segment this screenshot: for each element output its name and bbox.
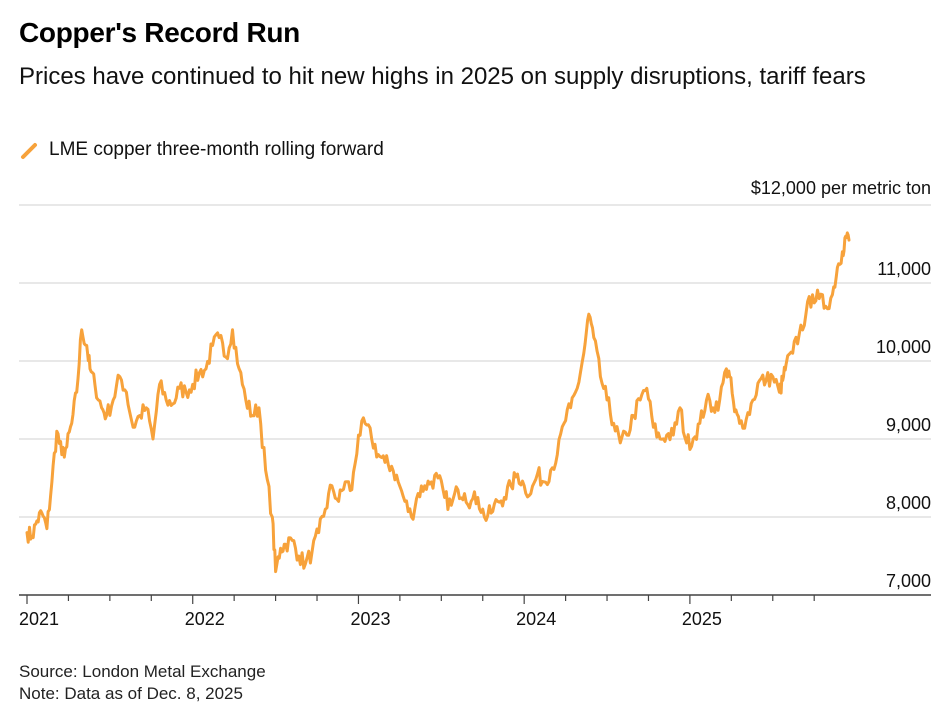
x-axis-ticks: 2021 2022 2023 2024 2025 (19, 595, 815, 629)
y-tick-label: 10,000 (876, 337, 931, 357)
y-tick-label: 7,000 (886, 571, 931, 591)
grid-lines (19, 204, 931, 596)
y-axis-labels: $12,000 per metric ton 11,000 10,000 9,000 8… (751, 178, 931, 591)
chart-subtitle: Prices have continued to hit new highs i… (19, 63, 866, 90)
legend-swatch-icon (21, 143, 37, 159)
data-note: Note: Data as of Dec. 8, 2025 (19, 684, 243, 703)
x-tick-label: 2022 (185, 609, 225, 629)
x-tick-label: 2024 (516, 609, 556, 629)
x-tick-label: 2025 (682, 609, 722, 629)
legend-label: LME copper three-month rolling forward (49, 139, 384, 160)
y-tick-label: 8,000 (886, 493, 931, 513)
source-note: Source: London Metal Exchange (19, 662, 266, 681)
y-tick-label: 11,000 (877, 259, 931, 279)
chart-title: Copper's Record Run (19, 17, 300, 48)
y-tick-label: $12,000 per metric ton (751, 178, 931, 198)
legend: LME copper three-month rolling forward (19, 139, 384, 161)
series-line-lme-copper (25, 231, 851, 574)
y-tick-label: 9,000 (886, 415, 931, 435)
x-tick-label: 2021 (19, 609, 59, 629)
x-tick-label: 2023 (350, 609, 390, 629)
